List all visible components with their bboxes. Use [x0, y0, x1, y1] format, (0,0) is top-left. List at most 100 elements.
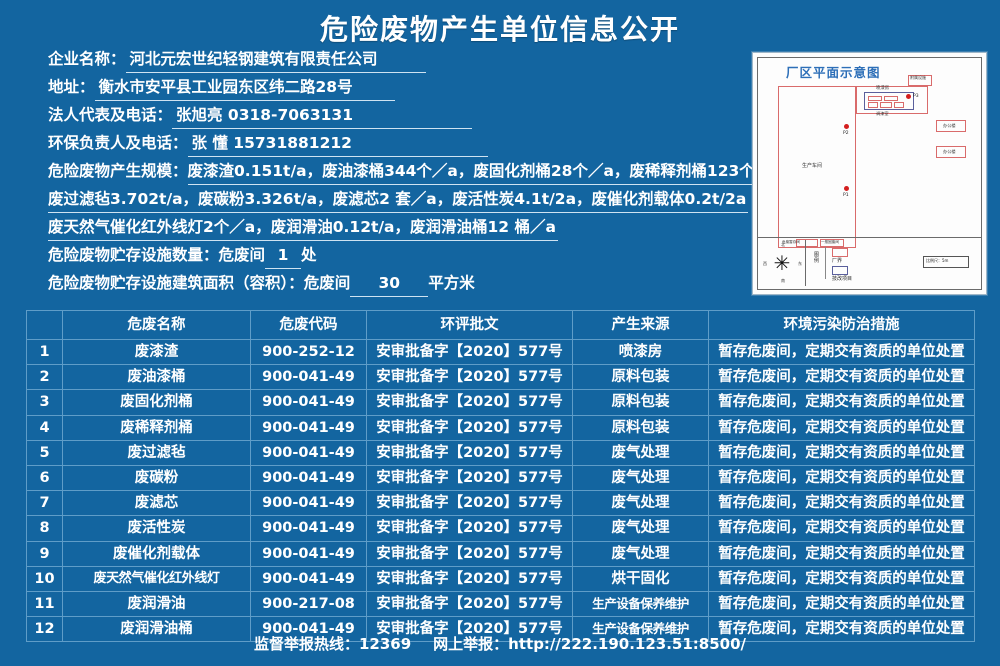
cell-measure: 暂存危废间，定期交有资质的单位处置	[708, 364, 975, 391]
col-header-doc: 环评批文	[366, 310, 573, 340]
cell-source: 废气处理	[572, 540, 709, 567]
legend-swatch-project	[832, 266, 848, 275]
table-row: 3 废固化剂桶 900-041-49 安审批备字【2020】577号 原料包装 暂存危废间…	[26, 389, 975, 416]
plan-yard-block	[856, 86, 928, 114]
plan-spray-room-block	[864, 92, 914, 110]
cell-measure: 暂存危废间，定期交有资质的单位处置	[708, 515, 975, 542]
plan-general-waste-label: 一般固废间	[821, 240, 839, 244]
cell-index: 1	[26, 338, 63, 366]
cell-source: 原料包装	[572, 364, 709, 391]
cell-index: 11	[26, 591, 63, 618]
cell-source: 废气处理	[572, 439, 709, 467]
cell-doc: 安审批备字【2020】577号	[366, 389, 573, 416]
plan-mixing-room-label: 调漆室	[876, 111, 889, 116]
address-line: 地址： 衡水市安平县工业园东区纬二路28号	[48, 73, 748, 101]
cell-source: 烘干固化	[572, 565, 709, 593]
cell-measure: 暂存危废间，定期交有资质的单位处置	[708, 540, 975, 567]
cell-measure: 暂存危废间，定期交有资质的单位处置	[708, 565, 975, 593]
cell-name: 废固化剂桶	[62, 389, 251, 416]
cell-source: 废气处理	[572, 490, 709, 517]
plan-point-p2-dot	[844, 124, 849, 129]
cell-doc: 安审批备字【2020】577号	[366, 591, 573, 618]
table-row: 12 废润滑油桶 900-041-49 安审批备字【2020】577号 生产设备保养维护…	[26, 616, 975, 643]
cell-doc: 安审批备字【2020】577号	[366, 540, 573, 567]
plan-haz-storage-block	[796, 239, 818, 247]
scale-bar: 比例尺：5m	[923, 256, 969, 268]
facility-area-label: 危险废物贮存设施建筑面积（容积）：危废间	[48, 274, 351, 292]
legal-rep-line: 法人代表及电话： 张旭亮 0318-7063131	[48, 101, 748, 129]
plan-annex-block	[908, 75, 932, 86]
table-row: 1 废漆渣 900-252-12 安审批备字【2020】577号 喷漆房 暂存危废间，定期…	[26, 338, 975, 366]
cell-doc: 安审批备字【2020】577号	[366, 364, 573, 391]
cell-source: 废气处理	[572, 515, 709, 542]
scale-unit-label: 5m	[942, 258, 949, 263]
waste-scale-value-1: 废漆渣0.151t/a，废油漆桶344个／a，废固化剂桶28个／a，废稀释剂桶1…	[187, 159, 799, 185]
plan-spray-cell-2	[884, 96, 898, 101]
company-name-line: 企业名称： 河北元宏世纪轻钢建筑有限责任公司	[48, 45, 748, 73]
legend-row-boundary: 厂界	[832, 248, 854, 264]
cell-source: 废气处理	[572, 465, 709, 492]
plan-legend-bar: 北 南 西 东 ✳ 图例 厂界 技改项目 比例尺：	[758, 237, 981, 289]
plan-general-waste-block	[820, 239, 844, 247]
env-officer-value: 张 懂 15731881212	[187, 131, 488, 157]
waste-scale-line-1: 危险废物产生规模：废漆渣0.151t/a，废油漆桶344个／a，废固化剂桶28个…	[48, 157, 799, 185]
cell-code: 900-041-49	[250, 364, 367, 391]
cell-code: 900-252-12	[250, 338, 367, 366]
hazardous-waste-table: 危废名称 危废代码 环评批文 产生来源 环境污染防治措施 1 废漆渣 900-252…	[26, 310, 975, 643]
facility-count-line: 危险废物贮存设施数量：危废间 1 处	[48, 241, 748, 269]
waste-scale-line-3: 废天然气催化红外线灯2个／a，废润滑油0.12t/a，废润滑油桶12 桶／a	[48, 213, 748, 241]
company-name-label: 企业名称：	[48, 50, 126, 68]
cell-doc: 安审批备字【2020】577号	[366, 439, 573, 467]
facility-area-line: 危险废物贮存设施建筑面积（容积）：危废间 30 平方米	[48, 269, 748, 297]
waste-scale-value-3: 废天然气催化红外线灯2个／a，废润滑油0.12t/a，废润滑油桶12 桶／a	[48, 215, 558, 241]
cell-index: 8	[26, 515, 63, 542]
plan-annex-label: 附属设施	[910, 75, 926, 80]
cell-name: 废润滑油桶	[62, 616, 251, 643]
cell-code: 900-217-08	[250, 591, 367, 618]
facility-area-value: 30	[350, 271, 429, 297]
legal-rep-label: 法人代表及电话：	[48, 106, 173, 124]
cell-measure: 暂存危废间，定期交有资质的单位处置	[708, 389, 975, 416]
waste-scale-label: 危险废物产生规模：	[48, 162, 188, 180]
address-value: 衡水市安平县工业园东区纬二路28号	[94, 75, 395, 101]
cell-measure: 暂存危废间，定期交有资质的单位处置	[708, 616, 975, 643]
cell-measure: 暂存危废间，定期交有资质的单位处置	[708, 338, 975, 366]
cell-name: 废天然气催化红外线灯	[62, 565, 251, 593]
facility-count-label: 危险废物贮存设施数量：危废间	[48, 246, 266, 264]
cell-code: 900-041-49	[250, 540, 367, 567]
cell-name: 废过滤毡	[62, 439, 251, 467]
legend-label-project: 技改项目	[832, 276, 853, 282]
legend-label-boundary: 厂界	[832, 258, 843, 264]
cell-doc: 安审批备字【2020】577号	[366, 414, 573, 441]
legal-rep-value: 张旭亮 0318-7063131	[172, 103, 473, 129]
plan-office-block-1	[936, 120, 966, 132]
cell-source: 原料包装	[572, 414, 709, 441]
plan-frame: 厂区平面示意图 生产车间 喷漆房 调漆室 附属设施 办公楼 办公楼	[757, 57, 982, 290]
address-label: 地址：	[48, 78, 95, 96]
cell-index: 9	[26, 540, 63, 567]
plan-office-label-1: 办公楼	[943, 123, 956, 128]
compass-south-label: 南	[781, 278, 785, 283]
cell-name: 废滤芯	[62, 490, 251, 517]
cell-index: 6	[26, 465, 63, 492]
compass-north-label: 北	[781, 242, 785, 247]
cell-code: 900-041-49	[250, 565, 367, 593]
cell-doc: 安审批备字【2020】577号	[366, 490, 573, 517]
plan-spray-room-label: 喷漆房	[876, 86, 890, 91]
cell-name: 废稀释剂桶	[62, 414, 251, 441]
cell-measure: 暂存危废间，定期交有资质的单位处置	[708, 439, 975, 467]
env-officer-label: 环保负责人及电话：	[48, 134, 188, 152]
cell-name: 废碳粉	[62, 465, 251, 492]
cell-code: 900-041-49	[250, 490, 367, 517]
cell-name: 废油漆桶	[62, 364, 251, 391]
cell-measure: 暂存危废间，定期交有资质的单位处置	[708, 414, 975, 441]
cell-index: 2	[26, 364, 63, 391]
cell-source: 原料包装	[572, 389, 709, 416]
compass-east-label: 东	[798, 261, 802, 266]
scale-note-label: 比例尺：	[926, 258, 942, 263]
cell-name: 废润滑油	[62, 591, 251, 618]
cell-code: 900-041-49	[250, 515, 367, 542]
compass-icon: 北 南 西 东 ✳	[760, 240, 806, 286]
plan-spray-cell-1	[868, 96, 882, 101]
facility-area-unit: 平方米	[428, 274, 475, 292]
